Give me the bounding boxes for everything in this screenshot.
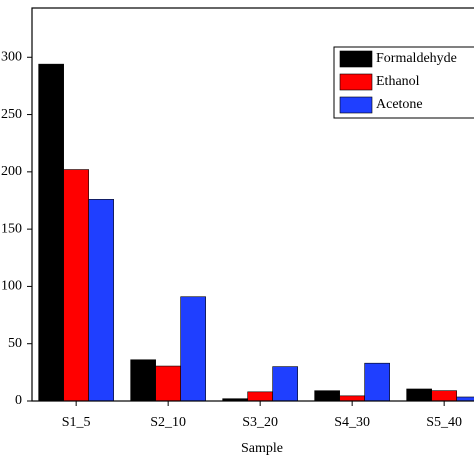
x-tick-label: S3_20 [242,415,278,430]
bar [155,365,181,402]
bar [130,359,156,402]
bar [63,169,89,402]
bar [364,362,390,402]
y-tick-label: 100 [1,279,22,294]
x-tick-label: S4_30 [334,415,370,430]
bar [88,199,114,402]
x-tick-label: S1_5 [62,415,91,430]
legend-label: Formaldehyde [376,51,457,66]
bar [247,391,273,402]
bar [180,296,206,402]
bar [456,396,474,402]
y-tick-label: 300 [1,49,22,64]
bar [406,388,432,402]
bar [272,366,298,402]
x-tick-label: S5_40 [426,415,462,430]
legend-label: Ethanol [376,74,420,89]
y-tick-label: 200 [1,164,22,179]
x-axis-label: Sample [241,441,283,456]
legend-swatch [339,73,373,91]
legend-swatch [339,96,373,114]
plot-frame [31,7,474,402]
bar [38,63,64,402]
bar [314,390,340,402]
y-tick-label: 150 [1,221,22,236]
y-tick-label: 250 [1,107,22,122]
bar [431,390,457,402]
x-tick-label: S2_10 [150,415,186,430]
y-tick-label: 0 [15,393,22,408]
y-tick-label: 50 [8,336,22,351]
bar [339,395,365,402]
legend-label: Acetone [376,97,423,112]
legend-swatch [339,50,373,68]
